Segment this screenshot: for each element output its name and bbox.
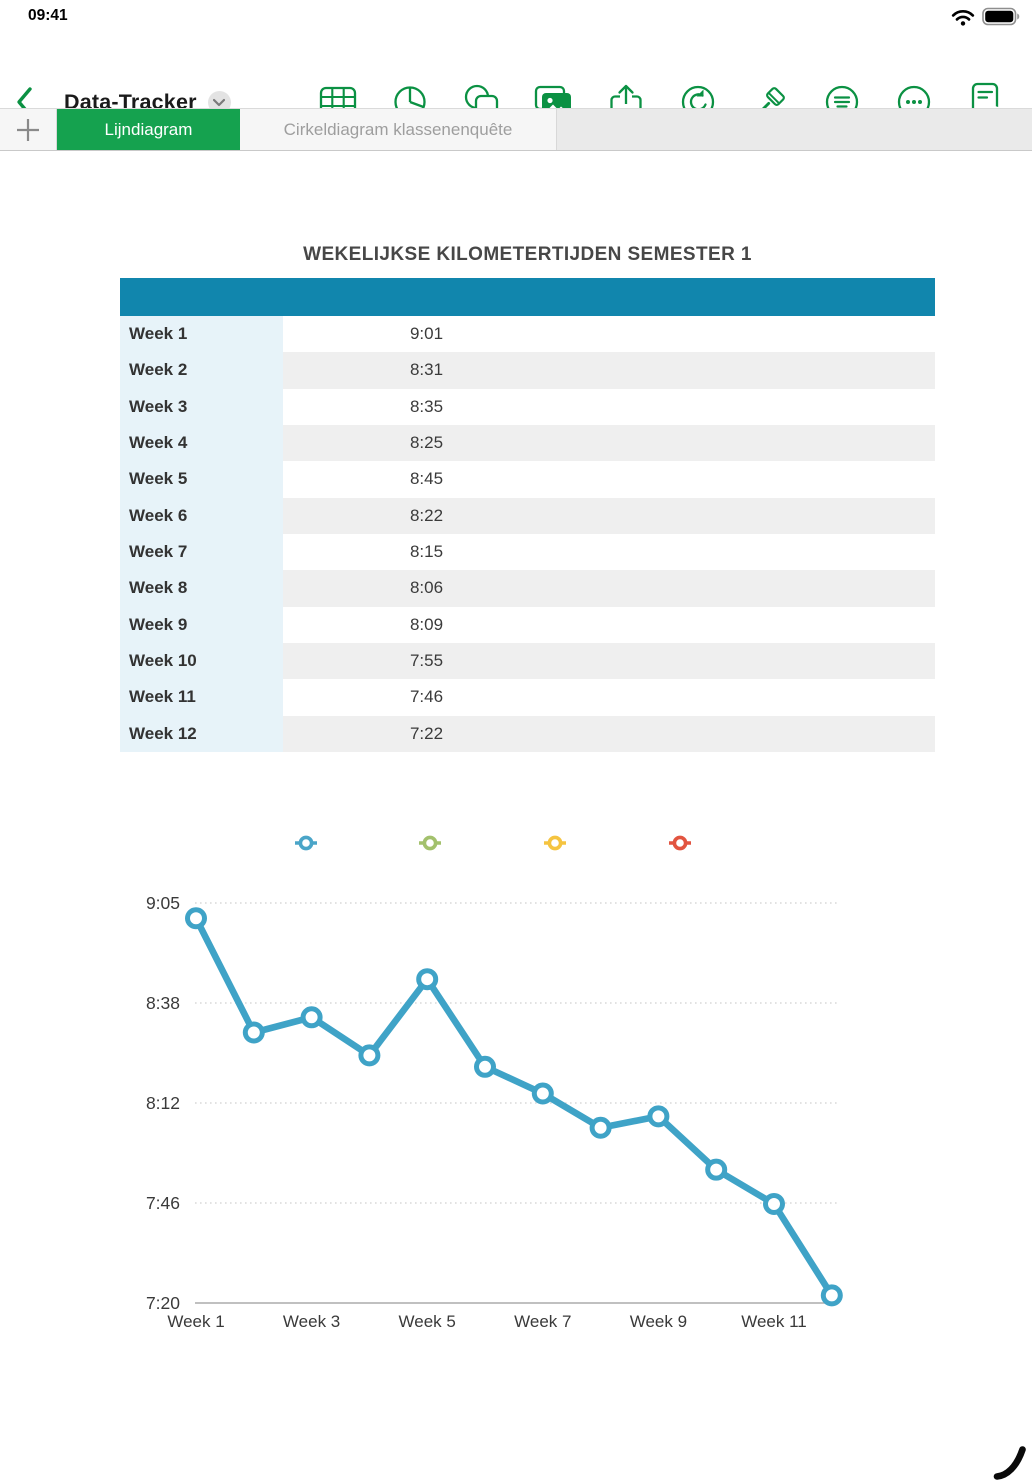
status-icons (951, 7, 1020, 31)
data-point[interactable] (763, 1192, 785, 1215)
toolbar: Data-Tracker (0, 30, 1032, 120)
x-axis-label: Week 1 (167, 1312, 224, 1331)
data-point[interactable] (358, 1044, 381, 1067)
x-axis-label: Week 9 (630, 1312, 687, 1331)
row-value-cell[interactable]: 9:01 (409, 324, 444, 344)
row-value-cell[interactable]: 8:15 (409, 542, 444, 562)
data-point[interactable] (242, 1021, 265, 1044)
row-label-cell[interactable]: Week 7 (120, 533, 283, 571)
row-value-cell[interactable]: 7:55 (409, 651, 444, 671)
row-label-cell[interactable]: Week 1 (120, 316, 283, 353)
row-label-cell[interactable]: Week 6 (120, 497, 283, 534)
legend-marker[interactable] (418, 834, 442, 852)
y-axis-label: 7:46 (146, 1193, 180, 1213)
row-value-cell[interactable]: 8:22 (409, 505, 444, 525)
title-menu-button[interactable] (207, 90, 231, 114)
table-row[interactable]: Week 6 8:22 (120, 497, 935, 534)
legend-marker[interactable] (668, 834, 692, 852)
battery-icon (982, 7, 1020, 31)
table-row[interactable]: Week 8 8:06 (120, 570, 935, 607)
data-point[interactable] (185, 907, 207, 930)
data-line[interactable] (192, 914, 836, 1299)
x-axis-label: Week 7 (514, 1312, 571, 1331)
table-row[interactable]: Week 3 8:35 (120, 388, 935, 425)
table-row[interactable]: Week 9 8:09 (120, 606, 935, 643)
y-axis-label: 8:12 (146, 1093, 180, 1113)
row-value-cell[interactable]: 7:22 (409, 723, 444, 743)
data-point[interactable] (300, 1006, 323, 1029)
row-label-cell[interactable]: Week 5 (120, 461, 283, 498)
row-value-cell[interactable]: 8:25 (409, 433, 444, 453)
x-axis-label: Week 5 (399, 1312, 456, 1331)
legend-marker[interactable] (543, 834, 567, 852)
data-point[interactable] (531, 1082, 554, 1105)
clock: 09:41 (28, 7, 68, 24)
data-point[interactable] (705, 1158, 728, 1181)
chevron-down-icon (213, 98, 226, 106)
legend-marker[interactable] (294, 834, 318, 852)
row-value-cell[interactable]: 8:35 (409, 396, 444, 416)
plus-icon (17, 118, 39, 141)
table-row[interactable]: Week 2 8:31 (120, 352, 935, 389)
wifi-icon (951, 8, 975, 31)
table-body: Week 1 9:01 Week 2 8:31 Week 3 8:35 Week 4 8:25… (120, 316, 935, 752)
y-axis-label: 7:20 (146, 1293, 180, 1313)
data-point[interactable] (589, 1116, 612, 1139)
x-axis-label: Week 11 (741, 1312, 807, 1331)
row-label-cell[interactable]: Week 9 (120, 606, 283, 643)
y-axis-label: 8:38 (146, 993, 180, 1013)
add-sheet-button[interactable] (0, 109, 57, 150)
table-row[interactable]: Week 12 7:22 (120, 715, 935, 752)
data-point[interactable] (647, 1105, 670, 1128)
row-value-cell[interactable]: 8:45 (409, 469, 444, 489)
row-label-cell[interactable]: Week 4 (120, 424, 283, 462)
sheet-tab-bar: Lijndiagram Cirkeldiagram klassenenquête (0, 108, 1032, 151)
row-label-cell[interactable]: Week 10 (120, 642, 283, 680)
y-axis-label: 9:05 (146, 893, 180, 913)
data-point[interactable] (820, 1284, 843, 1307)
row-label-cell[interactable]: Week 3 (120, 388, 283, 425)
row-value-cell[interactable]: 8:09 (409, 614, 444, 634)
table-row[interactable]: Week 11 7:46 (120, 679, 935, 716)
row-value-cell[interactable]: 8:06 (409, 578, 444, 598)
data-table[interactable]: Week 1 9:01 Week 2 8:31 Week 3 8:35 Week 4 8:25… (120, 278, 935, 752)
tab-cirkeldiagram[interactable]: Cirkeldiagram klassenenquête (240, 109, 557, 150)
tab-lijndiagram[interactable]: Lijndiagram (57, 109, 240, 150)
table-title[interactable]: WEKELIJKSE KILOMETERTIJDEN SEMESTER 1 (303, 244, 752, 265)
row-label-cell[interactable]: Week 12 (120, 715, 283, 752)
row-label-cell[interactable]: Week 2 (120, 352, 283, 389)
row-label-cell[interactable]: Week 11 (120, 679, 283, 716)
table-row[interactable]: Week 7 8:15 (120, 533, 935, 571)
pen-stroke-mark (993, 1446, 1026, 1480)
table-row[interactable]: Week 4 8:25 (120, 424, 935, 462)
data-point[interactable] (416, 968, 439, 991)
table-row[interactable]: Week 1 9:01 (120, 316, 935, 353)
row-value-cell[interactable]: 8:31 (409, 360, 444, 380)
row-value-cell[interactable]: 7:46 (409, 687, 444, 707)
table-header-row[interactable] (120, 278, 935, 316)
status-bar: 09:41 (0, 0, 1032, 30)
x-axis-label: Week 3 (283, 1312, 340, 1331)
data-point[interactable] (474, 1055, 496, 1078)
row-label-cell[interactable]: Week 8 (120, 570, 283, 607)
table-row[interactable]: Week 5 8:45 (120, 461, 935, 498)
table-row[interactable]: Week 10 7:55 (120, 642, 935, 680)
